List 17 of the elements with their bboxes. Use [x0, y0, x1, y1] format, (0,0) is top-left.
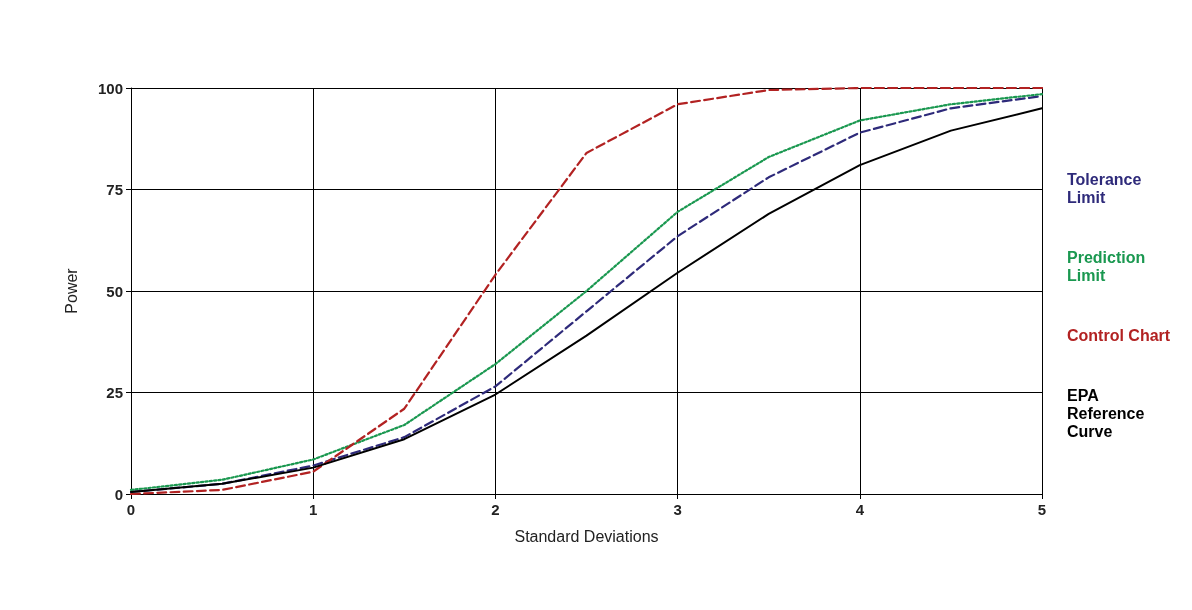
- y-tick-label: 75: [106, 181, 123, 198]
- text: Control Chart: [1067, 326, 1171, 344]
- y-tick-label: 50: [106, 282, 123, 300]
- y-tick-label: 0: [114, 485, 123, 503]
- x-axis-title: Standard Deviations: [514, 527, 659, 545]
- text: EPA Reference Curve: [1067, 386, 1149, 440]
- x-tick-label: 3: [673, 501, 682, 518]
- y-tick-label: 25: [106, 384, 123, 401]
- x-tick-label: 5: [1037, 501, 1047, 518]
- x-tick-label: 4: [855, 501, 865, 518]
- y-axis-title: Power: [62, 267, 80, 314]
- x-tick-label: 1: [309, 501, 318, 518]
- y-tick-label: 100: [97, 79, 123, 97]
- x-tick-label: 2: [491, 501, 500, 518]
- text: Tolerance Limit: [1067, 170, 1146, 206]
- x-tick-label: 0: [126, 501, 136, 518]
- text: Prediction Limit: [1067, 248, 1150, 284]
